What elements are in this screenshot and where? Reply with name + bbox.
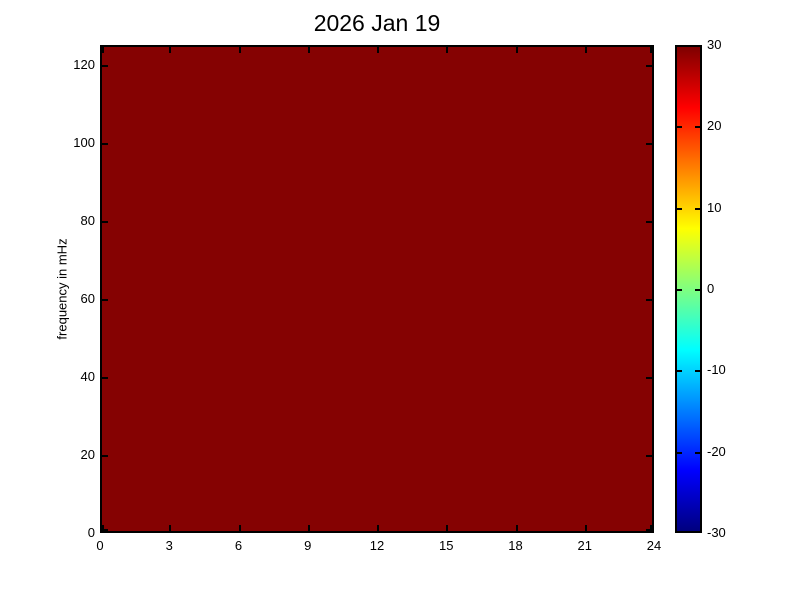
x-tick-mark <box>650 525 652 531</box>
y-tick-mark-right <box>646 454 652 457</box>
y-tick-mark <box>102 220 108 223</box>
x-tick-mark-top <box>307 47 310 53</box>
y-tick-label: 60 <box>80 290 95 306</box>
y-tick-mark-right <box>646 142 652 145</box>
x-tick-mark <box>238 525 241 531</box>
x-tick-mark-top <box>515 47 518 53</box>
x-tick-mark <box>446 525 449 531</box>
y-tick-label: 80 <box>80 212 95 228</box>
y-tick-label: 40 <box>80 368 95 384</box>
x-tick-mark-top <box>169 47 172 53</box>
x-tick-mark-top <box>446 47 449 53</box>
y-tick-label: 120 <box>73 56 95 72</box>
x-tick-label: 3 <box>165 538 173 553</box>
plot-area <box>100 45 654 533</box>
x-tick-label: 9 <box>304 538 312 553</box>
y-tick-mark-right <box>646 220 652 223</box>
x-tick-mark <box>515 525 518 531</box>
y-tick-label: 0 <box>87 525 95 540</box>
colorbar-tick-label: 20 <box>707 118 722 134</box>
colorbar-tick-label: -30 <box>707 525 726 540</box>
x-tick-label: 0 <box>96 538 104 553</box>
x-tick-label: 18 <box>508 538 523 553</box>
x-tick-label: 15 <box>439 538 454 553</box>
x-tick-label: 21 <box>577 538 592 553</box>
x-tick-label: 6 <box>234 538 243 553</box>
colorbar-tick-mark <box>677 126 682 129</box>
colorbar-tick-mark-right <box>695 126 700 129</box>
x-tick-mark-top <box>377 47 379 53</box>
y-tick-mark <box>102 298 108 301</box>
colorbar-tick-mark <box>677 451 682 454</box>
colorbar-tick-label: 0 <box>707 281 715 296</box>
y-tick-mark <box>102 142 108 145</box>
colorbar-tick-label: 10 <box>707 199 722 215</box>
colorbar-tick-mark <box>677 289 682 291</box>
x-tick-mark-top <box>238 47 241 53</box>
y-tick-mark <box>102 454 108 457</box>
y-tick-mark <box>102 376 108 379</box>
x-tick-mark-top <box>584 47 587 53</box>
x-tick-mark <box>169 525 172 531</box>
y-tick-mark <box>102 529 108 531</box>
colorbar-tick-mark-right <box>695 451 700 454</box>
x-tick-mark <box>307 525 310 531</box>
x-tick-mark <box>102 525 104 531</box>
colorbar-tick-mark-right <box>695 289 700 291</box>
x-tick-mark <box>377 525 379 531</box>
colorbar-tick-label: -20 <box>707 443 726 459</box>
colorbar-tick-mark <box>677 207 682 210</box>
y-tick-mark-right <box>646 529 652 531</box>
x-tick-label: 12 <box>369 538 385 553</box>
x-tick-mark <box>584 525 587 531</box>
colorbar-tick-label: -10 <box>707 362 726 378</box>
chart-title: 2026 Jan 19 <box>313 10 441 36</box>
x-tick-mark-top <box>650 47 652 53</box>
y-tick-label: 20 <box>80 446 95 462</box>
colorbar-tick-mark-right <box>695 370 700 373</box>
y-tick-mark-right <box>646 64 652 67</box>
y-tick-label: 100 <box>73 134 95 150</box>
y-tick-mark-right <box>646 298 652 301</box>
colorbar-tick-label: 30 <box>707 37 722 52</box>
x-tick-mark-top <box>102 47 104 53</box>
colorbar-tick-mark <box>677 370 682 373</box>
x-tick-label: 24 <box>646 538 662 553</box>
y-tick-mark-right <box>646 376 652 379</box>
colorbar-tick-mark-right <box>695 207 700 210</box>
y-axis-label: frequency in mHz <box>54 238 70 340</box>
y-tick-mark <box>102 64 108 67</box>
